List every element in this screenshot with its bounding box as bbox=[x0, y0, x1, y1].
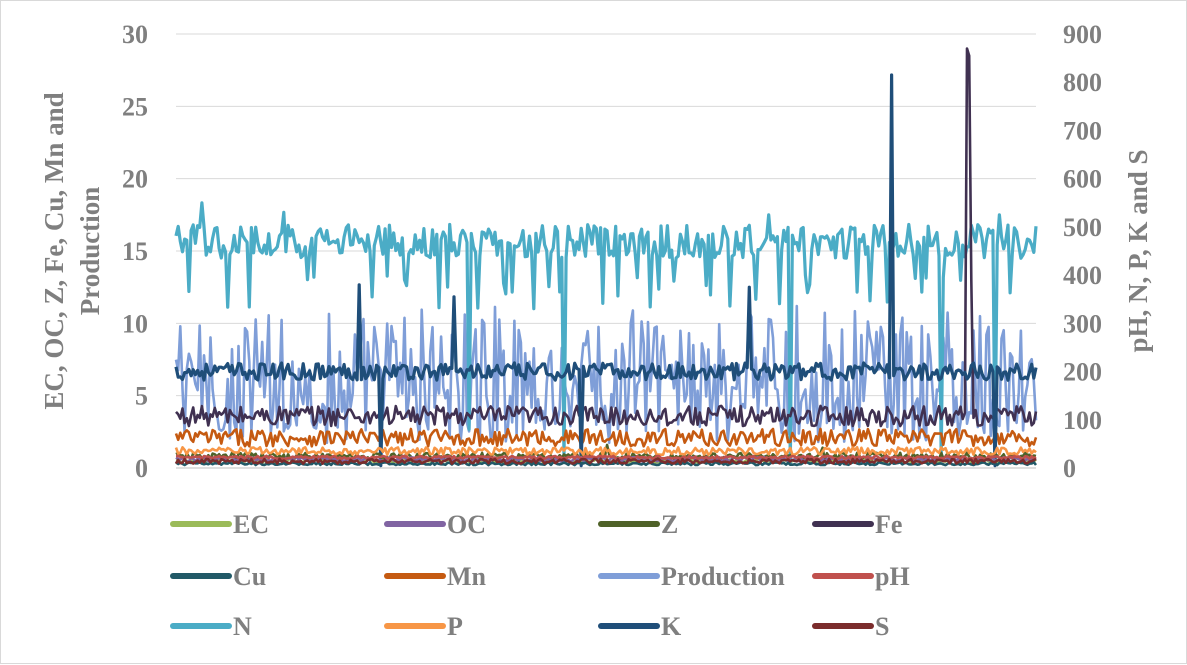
legend-label-ph: pH bbox=[875, 562, 910, 591]
series-line-fe bbox=[175, 47, 1038, 428]
legend-label-production: Production bbox=[661, 562, 785, 591]
right-axis-title: pH, N, P, K and S bbox=[1123, 149, 1153, 352]
right-tick-label: 800 bbox=[1063, 68, 1102, 97]
legend-label-cu: Cu bbox=[233, 562, 266, 591]
series-layer bbox=[174, 47, 1038, 468]
legend-label-n: N bbox=[233, 612, 252, 641]
legend-label-z: Z bbox=[661, 510, 678, 539]
grid-layer bbox=[176, 33, 1036, 469]
series-line-ph bbox=[175, 454, 1037, 461]
left-axis-title-line1: EC, OC, Z, Fe, Cu, Mn and bbox=[39, 92, 69, 409]
left-tick-label: 5 bbox=[135, 382, 148, 411]
right-tick-label: 200 bbox=[1063, 358, 1102, 387]
right-tick-label: 100 bbox=[1063, 406, 1102, 435]
left-tick-label: 0 bbox=[135, 454, 148, 483]
right-tick-label: 500 bbox=[1063, 213, 1102, 242]
left-tick-label: 30 bbox=[122, 20, 148, 49]
right-tick-label: 900 bbox=[1063, 20, 1102, 49]
right-tick-label: 700 bbox=[1063, 116, 1102, 145]
legend-label-ec: EC bbox=[233, 510, 269, 539]
left-axis-title-line2: Production bbox=[75, 187, 105, 316]
series-line-mn bbox=[174, 427, 1038, 448]
right-tick-label: 600 bbox=[1063, 165, 1102, 194]
right-tick-label: 300 bbox=[1063, 309, 1102, 338]
series-line-k bbox=[174, 73, 1038, 468]
legend-label-mn: Mn bbox=[447, 562, 487, 591]
left-tick-label: 25 bbox=[122, 92, 148, 121]
legend-label-p: P bbox=[447, 612, 463, 641]
legend-label-fe: Fe bbox=[875, 510, 902, 539]
series-line-p bbox=[174, 445, 1037, 457]
legend-label-oc: OC bbox=[447, 510, 486, 539]
left-tick-label: 10 bbox=[122, 309, 148, 338]
left-tick-label: 20 bbox=[122, 165, 148, 194]
left-tick-label: 15 bbox=[122, 237, 148, 266]
right-tick-label: 400 bbox=[1063, 261, 1102, 290]
legend-label-k: K bbox=[661, 612, 682, 641]
series-line-s bbox=[174, 457, 1037, 466]
right-tick-label: 0 bbox=[1063, 454, 1076, 483]
legend-label-s: S bbox=[875, 612, 889, 641]
legend: EC OC Z Fe Cu Mn Production pH N P K S bbox=[170, 510, 910, 641]
